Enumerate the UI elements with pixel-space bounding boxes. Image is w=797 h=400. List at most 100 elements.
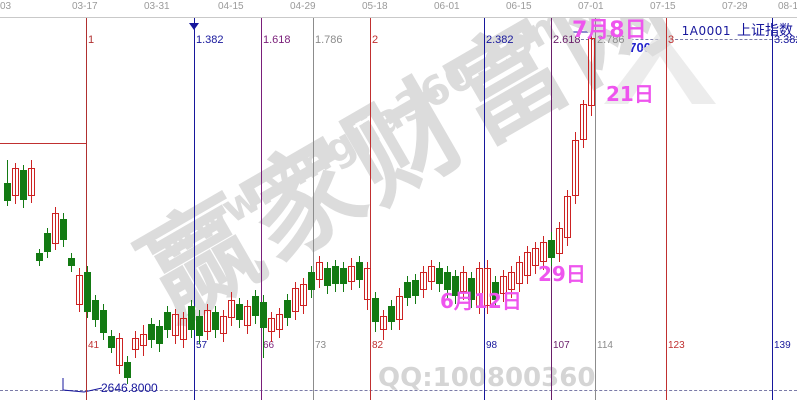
candle-body	[372, 298, 379, 322]
candle-body	[572, 140, 579, 196]
candle-body	[68, 258, 75, 266]
bar-count-139: 139	[774, 340, 791, 351]
symbol-name: 上证指数	[737, 23, 793, 39]
date-tick-6: 06-01	[434, 1, 460, 12]
price-label-low: 2646.8000	[101, 381, 158, 395]
candle-body	[196, 316, 203, 336]
candle-body	[308, 272, 315, 290]
candle-wick	[295, 282, 296, 320]
candle-body	[52, 213, 59, 244]
candle-body	[132, 338, 139, 350]
high-pivot-pointer	[565, 31, 595, 42]
candle-wick	[79, 268, 80, 312]
candle-wick	[15, 163, 16, 204]
candle-wick	[31, 160, 32, 203]
fib-label-3: 3	[668, 34, 675, 46]
fib-vline-2.382	[484, 18, 485, 400]
fib-vline-2	[370, 18, 371, 400]
date-tick-0: 03	[0, 1, 12, 12]
candle-body	[276, 314, 283, 330]
chart-plot-area[interactable]: 2700 2646.8000 赢家财富网 www.yingjia360.com …	[0, 18, 797, 400]
bar-count-114: 114	[597, 340, 613, 351]
candle-body	[220, 316, 227, 334]
candle-wick	[399, 288, 400, 330]
candle-wick	[519, 256, 520, 292]
symbol-header: 1A0001 上证指数	[682, 20, 793, 40]
candle-body	[420, 272, 427, 290]
candle-body	[156, 326, 163, 344]
candle-body	[356, 262, 363, 280]
bar-count-57: 57	[196, 340, 208, 351]
bar-count-107: 107	[553, 340, 570, 351]
date-tick-3: 04-15	[218, 1, 244, 12]
annotation-date-jun12: 6月12日	[440, 289, 522, 313]
candle-body	[212, 312, 219, 330]
bar-count-66: 66	[263, 340, 275, 351]
candle-wick	[383, 310, 384, 340]
candle-wick	[487, 260, 488, 314]
fib-label-1.618: 1.618	[263, 34, 291, 46]
candle-wick	[559, 222, 560, 262]
candle-body	[340, 268, 347, 284]
candle-body	[508, 272, 515, 290]
candle-body	[36, 253, 43, 261]
date-axis: 03 03-17 03-31 04-15 04-29 05-18 06-01 06-15 07-…	[0, 0, 797, 17]
candle-body	[444, 272, 451, 290]
fib-vline-1.786	[313, 18, 314, 400]
date-tick-1: 03-17	[72, 1, 98, 12]
candle-body	[124, 362, 131, 378]
fib-label-2.618: 2.618	[553, 34, 581, 46]
bar-count-82: 82	[372, 340, 384, 351]
candle-wick	[431, 260, 432, 290]
low-2646-dashed-line	[0, 390, 797, 391]
candle-wick	[183, 312, 184, 348]
bar-count-73: 73	[315, 340, 327, 351]
fib-vline-3.382	[772, 18, 773, 400]
candle-body	[364, 268, 371, 300]
candle-body	[588, 38, 595, 106]
date-tick-10: 07-29	[722, 1, 748, 12]
fib-vline-2.618	[551, 18, 552, 400]
candle-wick	[175, 309, 176, 344]
candle-wick	[527, 246, 528, 284]
candle-body	[92, 300, 99, 320]
candle-wick	[543, 236, 544, 270]
fib-label-2.786: 2.786	[597, 34, 625, 46]
fib-label-2: 2	[372, 34, 379, 46]
resistance-line-left	[0, 143, 86, 144]
candle-wick	[591, 32, 592, 116]
candle-wick	[567, 190, 568, 246]
fib-label-2.382: 2.382	[486, 34, 514, 46]
date-tick-7: 06-15	[506, 1, 532, 12]
candle-wick	[511, 266, 512, 298]
candle-wick	[55, 207, 56, 250]
candle-body	[268, 318, 275, 332]
annotation-days-21: 21日	[606, 82, 654, 106]
annotation-days-29: 29日	[538, 262, 586, 286]
candle-body	[556, 228, 563, 254]
candle-wick	[207, 304, 208, 340]
fib-label-1.786: 1.786	[315, 34, 343, 46]
candle-body	[580, 104, 587, 140]
candle-wick	[423, 266, 424, 298]
candle-wick	[575, 132, 576, 204]
candle-wick	[367, 262, 368, 310]
candle-wick	[119, 333, 120, 374]
candle-body	[300, 284, 307, 306]
candle-body	[524, 252, 531, 276]
candle-body	[228, 300, 235, 318]
candle-wick	[583, 100, 584, 148]
candle-wick	[479, 262, 480, 314]
candle-body	[564, 196, 571, 238]
bar-count-123: 123	[668, 340, 685, 351]
fib-vline-1.382	[194, 18, 195, 400]
candle-body	[396, 296, 403, 320]
candle-wick	[231, 292, 232, 326]
candle-body	[148, 324, 155, 340]
candle-wick	[135, 331, 136, 358]
candle-wick	[303, 278, 304, 314]
candle-body	[20, 170, 27, 200]
candle-wick	[271, 312, 272, 342]
bar-count-98: 98	[486, 340, 498, 351]
